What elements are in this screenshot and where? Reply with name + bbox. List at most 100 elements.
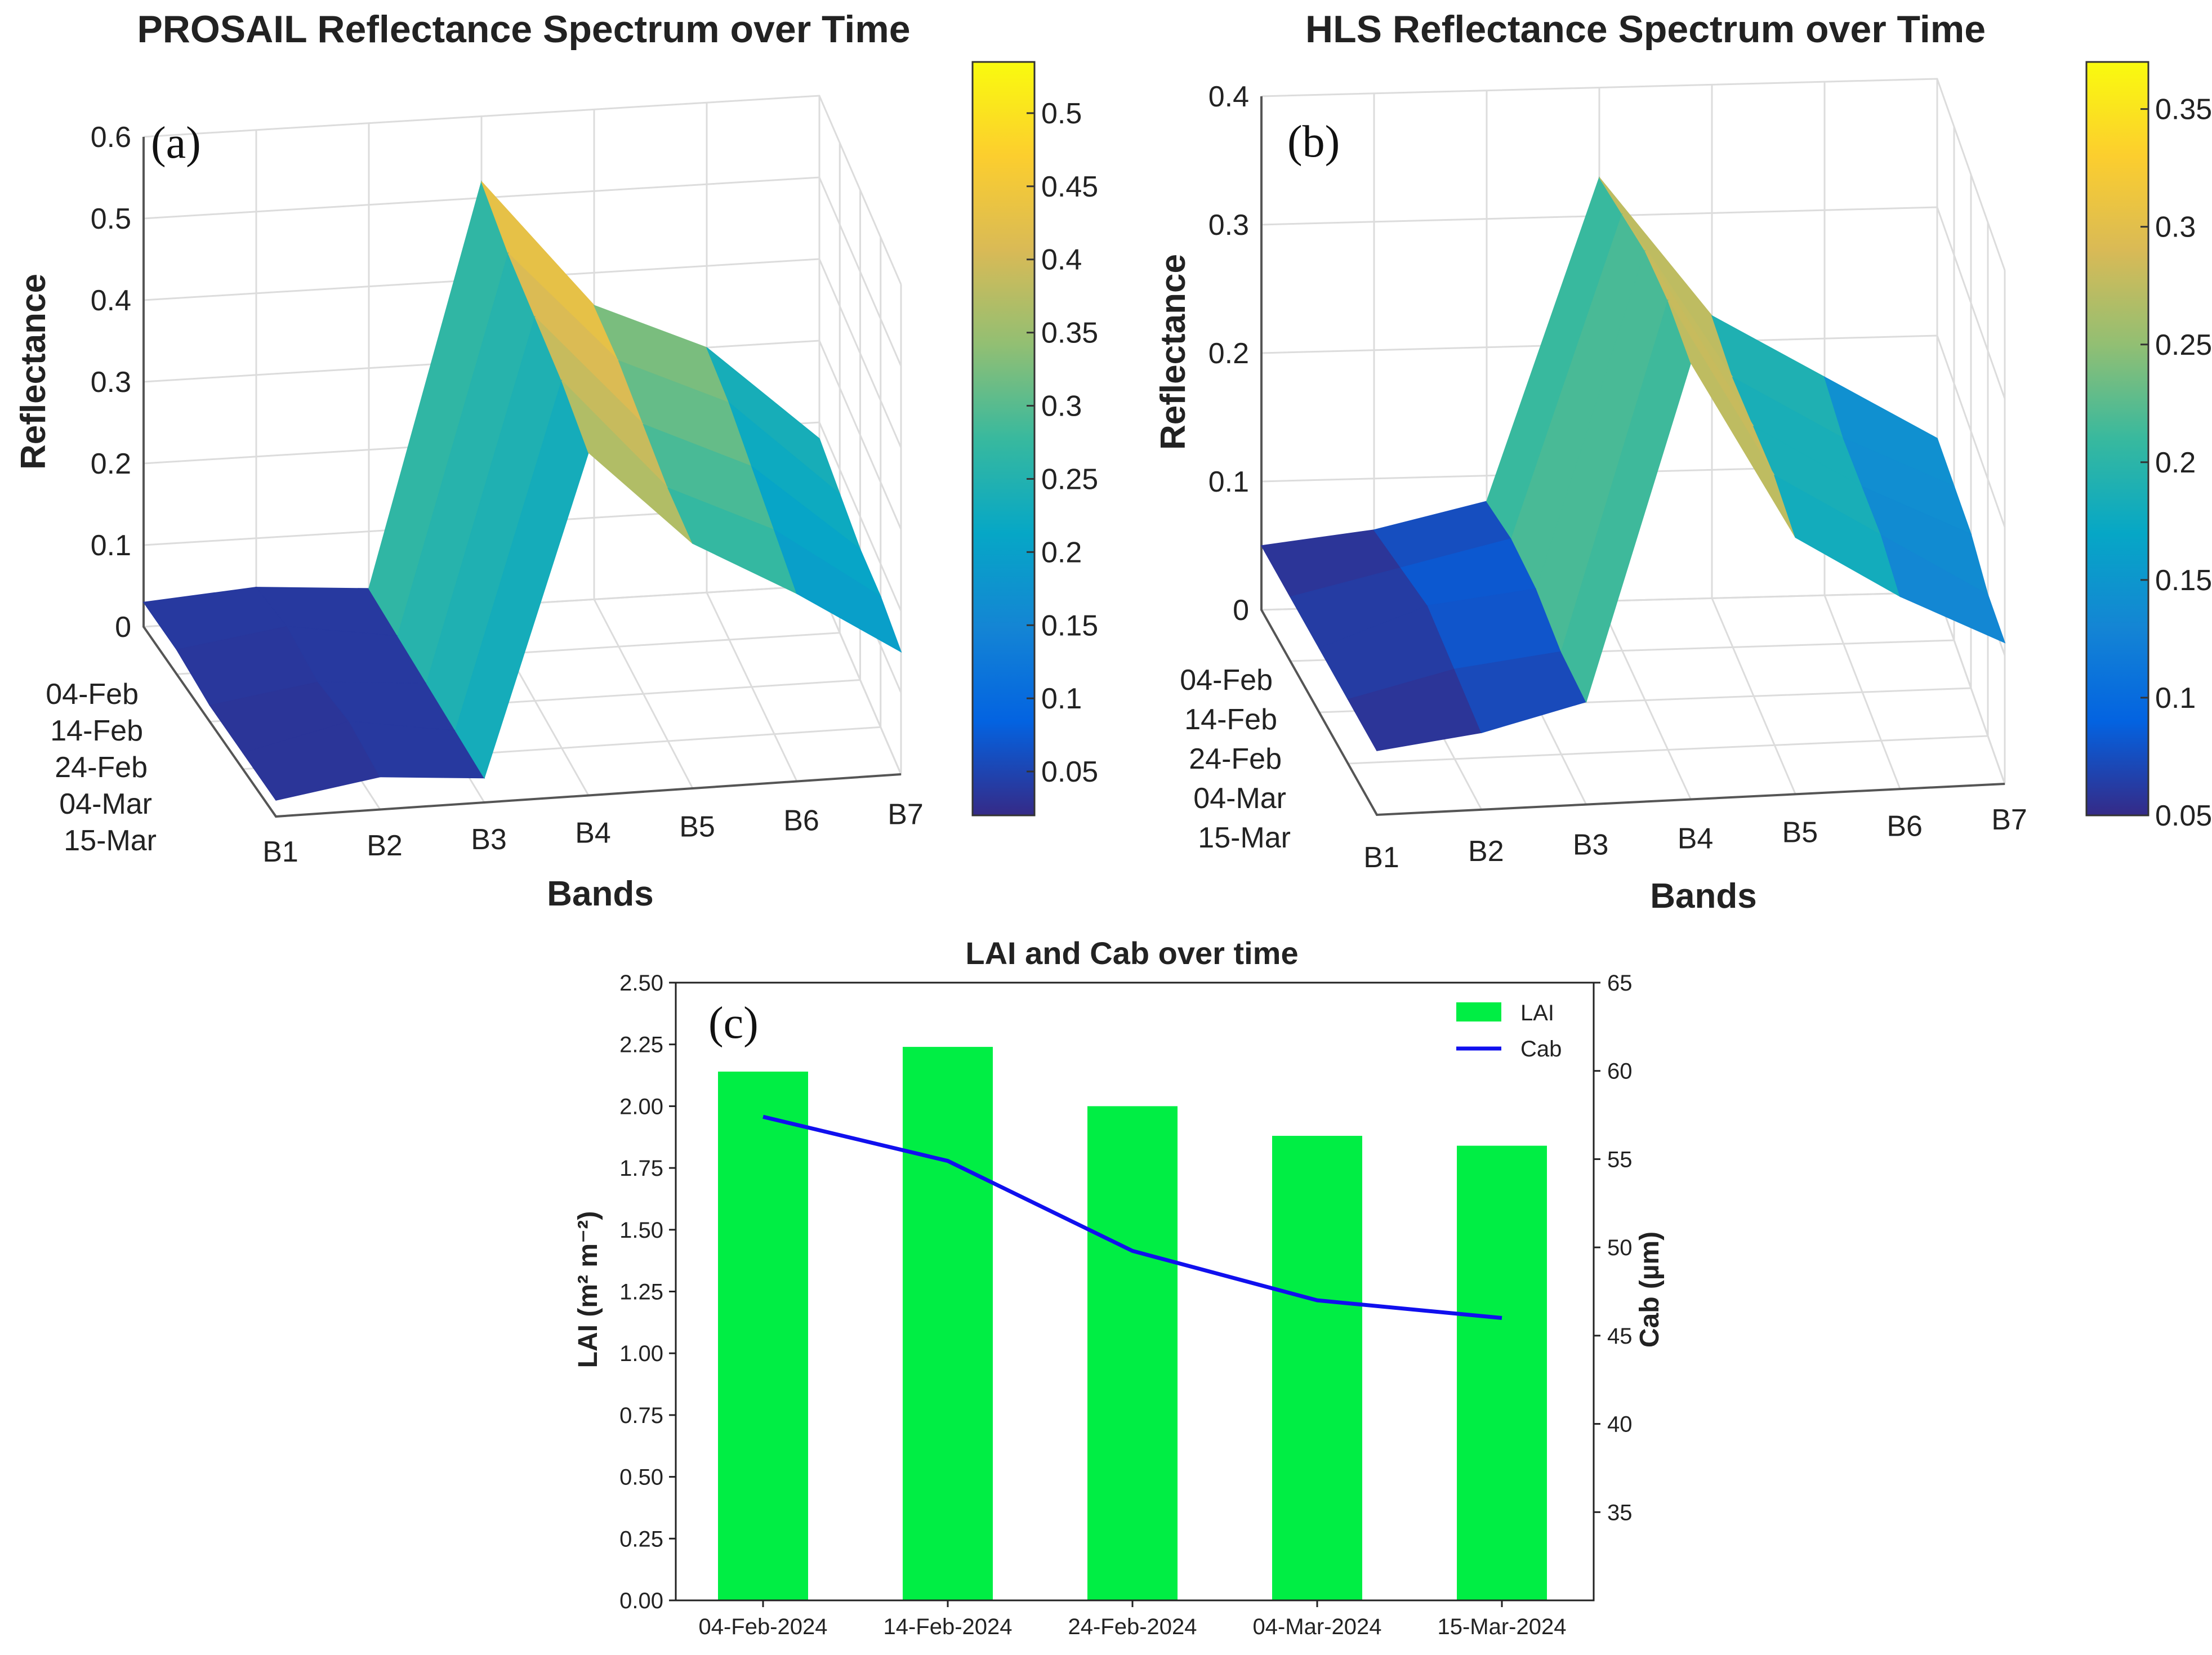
date-tick-label: 04-Feb (1180, 664, 1273, 697)
left-tick-label: 2.25 (619, 1033, 663, 1058)
colorbar-tick-label: 0.25 (1041, 463, 1098, 496)
lai-bar (718, 1071, 808, 1600)
left-tick-label: 2.50 (619, 971, 663, 996)
date-tick-label: 04-Mar (1193, 782, 1286, 815)
z-tick-label: 0.2 (91, 448, 131, 480)
band-tick-label: B7 (1991, 804, 2027, 836)
colorbar-tick-label: 0.1 (1041, 682, 1082, 715)
panel-a-label: (a) (151, 118, 201, 168)
colorbar-tick-label: 0.2 (1041, 536, 1082, 569)
date-tick-label: 14-Feb (50, 715, 143, 747)
z-tick-label: 0 (1233, 594, 1249, 627)
panel-c-ylabel-left: LAI (m² m⁻²) (573, 1211, 603, 1368)
colorbar-tick-label: 0.3 (1041, 390, 1082, 423)
colorbar-tick-label: 0.3 (2155, 211, 2196, 244)
panel-a-date-labels: 04-Feb 14-Feb 24-Feb 04-Mar 15-Mar (46, 678, 157, 857)
colorbar-tick-label: 0.5 (1041, 97, 1082, 130)
z-tick-label: 0.3 (1208, 209, 1249, 242)
panel-b-colorbar-ticks: 0.05 0.1 0.15 0.2 0.25 0.3 0.35 (2140, 93, 2212, 832)
panel-c-left-ticks: 0.00 0.25 0.50 0.75 1.00 1.25 1.50 1.75 2.00 2.25… (619, 971, 676, 1613)
x-tick-label: 15-Mar-2024 (1437, 1614, 1566, 1639)
band-tick-label: B5 (1782, 816, 1818, 849)
left-tick-label: 0.75 (619, 1403, 663, 1428)
panel-b-title: HLS Reflectance Spectrum over Time (1305, 8, 1986, 51)
right-tick-label: 55 (1607, 1147, 1633, 1172)
colorbar-tick-label: 0.35 (2155, 93, 2212, 126)
right-tick-label: 45 (1607, 1324, 1633, 1349)
panel-b-label: (b) (1287, 117, 1340, 167)
panel-b-surface (1260, 176, 2006, 751)
band-tick-label: B7 (888, 798, 924, 831)
band-tick-label: B3 (1573, 829, 1609, 862)
left-tick-label: 1.50 (619, 1218, 663, 1243)
panel-a-ylabel: Reflectance (14, 274, 53, 470)
left-tick-label: 0.25 (619, 1527, 663, 1551)
legend-label-cab: Cab (1520, 1037, 1562, 1061)
panel-c-right-ticks: 35 40 45 50 55 60 65 (1594, 971, 1633, 1525)
band-tick-label: B1 (262, 836, 298, 868)
colorbar-tick-label: 0.25 (2155, 329, 2212, 362)
lai-bar (903, 1047, 993, 1600)
date-tick-label: 24-Feb (1189, 743, 1282, 775)
colorbar-tick-label: 0.15 (2155, 564, 2212, 597)
date-tick-label: 15-Mar (1198, 822, 1291, 854)
colorbar-tick-label: 0.35 (1041, 317, 1098, 350)
legend-swatch-lai (1456, 1002, 1501, 1021)
right-tick-label: 50 (1607, 1235, 1633, 1260)
lai-bar (1457, 1145, 1547, 1600)
z-tick-label: 0.1 (91, 529, 131, 562)
date-tick-label: 04-Mar (59, 788, 152, 820)
lai-bar (1272, 1136, 1362, 1600)
axis-edge (1260, 96, 2005, 817)
colorbar-tick-label: 0.4 (1041, 244, 1082, 276)
band-tick-label: B5 (679, 811, 715, 844)
cab-line (762, 1114, 1502, 1320)
panel-c-label: (c) (708, 998, 759, 1048)
panel-c-title: LAI and Cab over time (965, 935, 1298, 971)
panel-c-ylabel-right: Cab (µm) (1635, 1232, 1665, 1348)
z-tick-label: 0 (115, 611, 131, 644)
panel-b: HLS Reflectance Spectrum over Time 0 0.1 0… (1154, 8, 2212, 916)
band-tick-label: B1 (1363, 841, 1399, 874)
panel-c-bars (718, 1047, 1547, 1600)
right-tick-label: 65 (1607, 971, 1633, 996)
legend-label-lai: LAI (1520, 1001, 1554, 1025)
right-tick-label: 35 (1607, 1500, 1633, 1525)
date-gridline (1348, 222, 1989, 765)
panel-a-ztick-labels: 0 0.1 0.2 0.3 0.4 0.5 0.6 (91, 121, 131, 644)
date-tick-label: 24-Feb (55, 751, 148, 784)
z-tick-label: 0.4 (91, 284, 131, 317)
panel-b-ylabel: Reflectance (1154, 254, 1193, 450)
panel-c: LAI and Cab over time 0.00 0.25 0.50 0.75 1.… (573, 935, 1665, 1639)
band-tick-label: B2 (1468, 835, 1504, 868)
lai-bar (1087, 1106, 1178, 1600)
right-tick-label: 60 (1607, 1059, 1633, 1084)
x-tick-label: 14-Feb-2024 (883, 1614, 1012, 1639)
date-tick-label: 15-Mar (64, 824, 157, 857)
colorbar-tick-label: 0.05 (1041, 756, 1098, 788)
colorbar-tick-label: 0.45 (1041, 171, 1098, 203)
left-tick-label: 1.00 (619, 1341, 663, 1366)
colorbar-tick-label: 0.2 (2155, 447, 2196, 479)
x-tick-label: 24-Feb-2024 (1068, 1614, 1197, 1639)
left-tick-label: 2.00 (619, 1094, 663, 1119)
panel-c-x-ticks: 04-Feb-2024 14-Feb-2024 24-Feb-2024 04-Mar-… (698, 1600, 1567, 1639)
panel-b-ztick-labels: 0 0.1 0.2 0.3 0.4 (1208, 81, 1249, 627)
z-tick-label: 0.3 (91, 366, 131, 399)
panel-b-band-labels: B1 B2 B3 B4 B5 B6 B7 (1363, 804, 2027, 874)
band-tick-label: B4 (575, 817, 611, 850)
panel-a-colorbar-ticks: 0.05 0.1 0.15 0.2 0.25 0.3 0.35 0.4 0.45 0.5 (1027, 97, 1098, 788)
surface-patch (773, 529, 902, 653)
band-tick-label: B4 (1678, 823, 1714, 855)
right-tick-label: 40 (1607, 1412, 1633, 1437)
left-tick-label: 0.50 (619, 1465, 663, 1490)
panel-b-date-labels: 04-Feb 14-Feb 24-Feb 04-Mar 15-Mar (1180, 664, 1291, 854)
band-tick-label: B3 (471, 823, 507, 856)
panel-b-xlabel: Bands (1650, 877, 1756, 916)
z-tick-label: 0.1 (1208, 466, 1249, 498)
date-tick-label: 14-Feb (1184, 703, 1277, 736)
left-tick-label: 0.00 (619, 1589, 663, 1613)
panel-a: PROSAIL Reflectance Spectrum over Time 0… (14, 8, 1098, 913)
colorbar-tick-label: 0.1 (2155, 682, 2196, 715)
